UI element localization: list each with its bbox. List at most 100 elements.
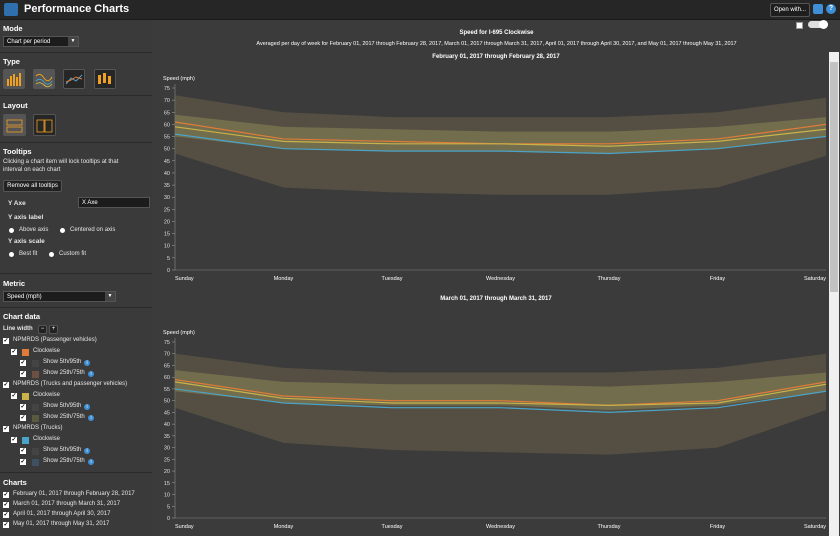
dataset-checkbox[interactable]: ✓ (3, 426, 9, 432)
best-fit-radio[interactable] (9, 252, 14, 257)
x-tick-label: Monday (274, 276, 294, 282)
color-swatch[interactable] (32, 415, 39, 422)
area-chart-icon (65, 74, 83, 85)
y-tick-label: 50 (164, 147, 170, 153)
color-swatch[interactable] (22, 349, 29, 356)
info-icon[interactable]: i (84, 360, 90, 366)
y-axe-label: Y Axe (8, 200, 26, 207)
color-swatch[interactable] (32, 360, 39, 367)
y-tick-label: 45 (164, 410, 170, 416)
scrollbar-thumb[interactable] (830, 62, 838, 292)
color-swatch[interactable] (32, 371, 39, 378)
line-chart-type-button[interactable] (33, 69, 55, 89)
info-icon[interactable]: i (88, 415, 94, 421)
chart-checkbox[interactable]: ✓ (3, 522, 9, 528)
x-tick-label: Friday (710, 276, 726, 282)
y-tick-label: 40 (164, 422, 170, 428)
info-icon[interactable]: i (84, 404, 90, 410)
save-icon[interactable] (813, 4, 823, 14)
chart-data-label: Chart data (3, 312, 41, 321)
info-icon[interactable]: i (88, 459, 94, 465)
y-axis-label-title: Y axis label (8, 214, 44, 221)
toggle-switch[interactable] (808, 20, 828, 29)
y-tick-label: 0 (167, 268, 170, 274)
series-line-0 (174, 378, 827, 406)
dataset-checkbox[interactable]: ✓ (3, 338, 9, 344)
percentile-checkbox[interactable]: ✓ (20, 459, 26, 465)
y-tick-label: 65 (164, 110, 170, 116)
chart-checkbox[interactable]: ✓ (3, 492, 9, 498)
centered-on-axis-label: Centered on axis (70, 227, 116, 233)
y-tick-label: 70 (164, 98, 170, 104)
y-tick-label: 35 (164, 183, 170, 189)
y-tick-label: 5 (167, 256, 170, 262)
percentile-checkbox[interactable]: ✓ (20, 448, 26, 454)
line-width-decrease-button[interactable]: − (38, 325, 47, 334)
chart-checkbox[interactable]: ✓ (3, 502, 9, 508)
best-fit-label: Best fit (19, 251, 38, 257)
dataset-checkbox[interactable]: ✓ (3, 382, 9, 388)
y-tick-label: 15 (164, 232, 170, 238)
y-tick-label: 55 (164, 135, 170, 141)
divider (0, 52, 152, 53)
percentile-checkbox[interactable]: ✓ (20, 360, 26, 366)
layout-stacked-button[interactable] (3, 114, 26, 136)
x-tick-label: Sunday (175, 524, 194, 530)
percentile-checkbox[interactable]: ✓ (20, 415, 26, 421)
y-tick-label: 70 (164, 352, 170, 358)
bar-chart-icon (7, 73, 21, 86)
mode-label: Mode (3, 24, 23, 33)
percentile-checkbox[interactable]: ✓ (20, 371, 26, 377)
vertical-scrollbar[interactable] (829, 52, 839, 536)
custom-fit-radio[interactable] (49, 252, 54, 257)
x-axe-value: X Axe (82, 200, 98, 206)
color-swatch[interactable] (22, 393, 29, 400)
color-swatch[interactable] (22, 437, 29, 444)
y-tick-label: 10 (164, 493, 170, 499)
chart-period-title: March 01, 2017 through March 31, 2017 (440, 296, 552, 302)
x-tick-label: Wednesday (486, 524, 515, 530)
dataset-name: NPMRDS (Trucks and passenger vehicles) (13, 381, 128, 387)
x-axe-input[interactable]: X Axe (78, 197, 150, 208)
line-width-increase-button[interactable]: + (49, 325, 58, 334)
above-axis-radio[interactable] (9, 228, 14, 233)
color-swatch[interactable] (32, 459, 39, 466)
range-chart-type-button[interactable] (94, 69, 116, 89)
chart-subtitle: Averaged per day of week for February 01… (256, 41, 737, 47)
direction-checkbox[interactable]: ✓ (11, 393, 17, 399)
x-tick-label: Wednesday (486, 276, 515, 282)
metric-value: Speed (mph) (7, 294, 42, 300)
chevron-down-icon: ▼ (105, 292, 115, 301)
divider (0, 307, 152, 308)
mode-dropdown[interactable]: Chart per period ▼ (3, 36, 79, 47)
percentile-checkbox[interactable]: ✓ (20, 404, 26, 410)
area-chart-type-button[interactable] (63, 69, 85, 89)
color-swatch[interactable] (32, 448, 39, 455)
metric-dropdown[interactable]: Speed (mph) ▼ (3, 291, 116, 302)
bar-chart-type-button[interactable] (3, 69, 25, 89)
remove-all-tooltips-button[interactable]: Remove all tooltips (3, 180, 62, 192)
help-icon[interactable]: ? (826, 4, 836, 14)
direction-checkbox[interactable]: ✓ (11, 437, 17, 443)
y-tick-label: 30 (164, 195, 170, 201)
info-icon[interactable]: i (84, 448, 90, 454)
type-label: Type (3, 57, 20, 66)
open-with-button[interactable]: Open with... (770, 3, 810, 17)
charts-label: Charts (3, 478, 27, 487)
centered-on-axis-radio[interactable] (60, 228, 65, 233)
layout-grid-button[interactable] (33, 114, 56, 136)
color-swatch[interactable] (32, 404, 39, 411)
show-5-95-label: Show 5th/95th (43, 403, 82, 409)
title-bar: Performance Charts Open with... ? (0, 0, 840, 20)
dataset-name: NPMRDS (Passenger vehicles) (13, 337, 97, 343)
line-width-label: Line width (3, 326, 33, 332)
expand-icon[interactable] (796, 22, 803, 29)
y-tick-label: 25 (164, 457, 170, 463)
info-icon[interactable]: i (88, 371, 94, 377)
chart-checkbox[interactable]: ✓ (3, 512, 9, 518)
show-25-75-label: Show 25th/75th (43, 370, 85, 376)
tooltips-description-2: interval on each chart (3, 167, 61, 173)
divider (0, 142, 152, 143)
direction-checkbox[interactable]: ✓ (11, 349, 17, 355)
y-tick-label: 25 (164, 207, 170, 213)
